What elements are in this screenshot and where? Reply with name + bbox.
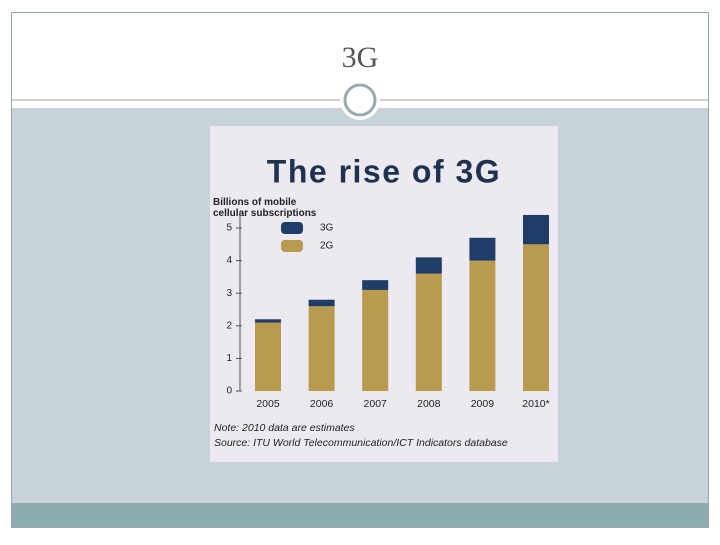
chart-source: Source: ITU World Telecommunication/ICT … xyxy=(214,437,508,449)
x-tick-label: 2010* xyxy=(522,398,549,410)
legend-label: 3G xyxy=(320,223,334,234)
bar-segment xyxy=(415,273,442,391)
bar-segment xyxy=(255,322,281,391)
bar-segment xyxy=(362,280,389,290)
bar-segment xyxy=(255,319,281,323)
y-tick-label: 2 xyxy=(226,320,232,331)
legend-swatch xyxy=(281,240,303,252)
y-tick-label: 4 xyxy=(226,255,232,266)
slide-title: 3G xyxy=(342,41,379,74)
x-tick-label: 2007 xyxy=(364,398,388,410)
legend-label: 2G xyxy=(320,241,334,252)
y-tick-label: 5 xyxy=(226,223,232,234)
y-tick-label: 3 xyxy=(226,288,232,299)
bar-segment xyxy=(362,289,389,391)
bar-segment xyxy=(523,244,549,391)
bar-segment xyxy=(308,299,335,307)
bar-segment xyxy=(523,214,549,245)
chart-title: The rise of 3G xyxy=(267,153,501,189)
y-tick-label: 1 xyxy=(226,353,232,364)
x-tick-label: 2009 xyxy=(471,398,495,410)
bar-segment xyxy=(469,237,496,261)
x-tick-label: 2006 xyxy=(310,398,334,410)
ornament-ring xyxy=(343,83,377,117)
y-axis-label: Billions of mobile cellular subscriptions xyxy=(213,197,317,219)
chart-note: Note: 2010 data are estimates xyxy=(214,422,355,434)
bar-segment xyxy=(308,306,335,391)
y-tick-label: 0 xyxy=(226,386,232,397)
x-tick-label: 2008 xyxy=(417,398,441,410)
bar-segment xyxy=(469,260,496,391)
bar-segment xyxy=(415,257,442,274)
legend-swatch xyxy=(281,222,303,234)
footer-strip xyxy=(12,503,708,527)
x-tick-label: 2005 xyxy=(256,398,280,410)
